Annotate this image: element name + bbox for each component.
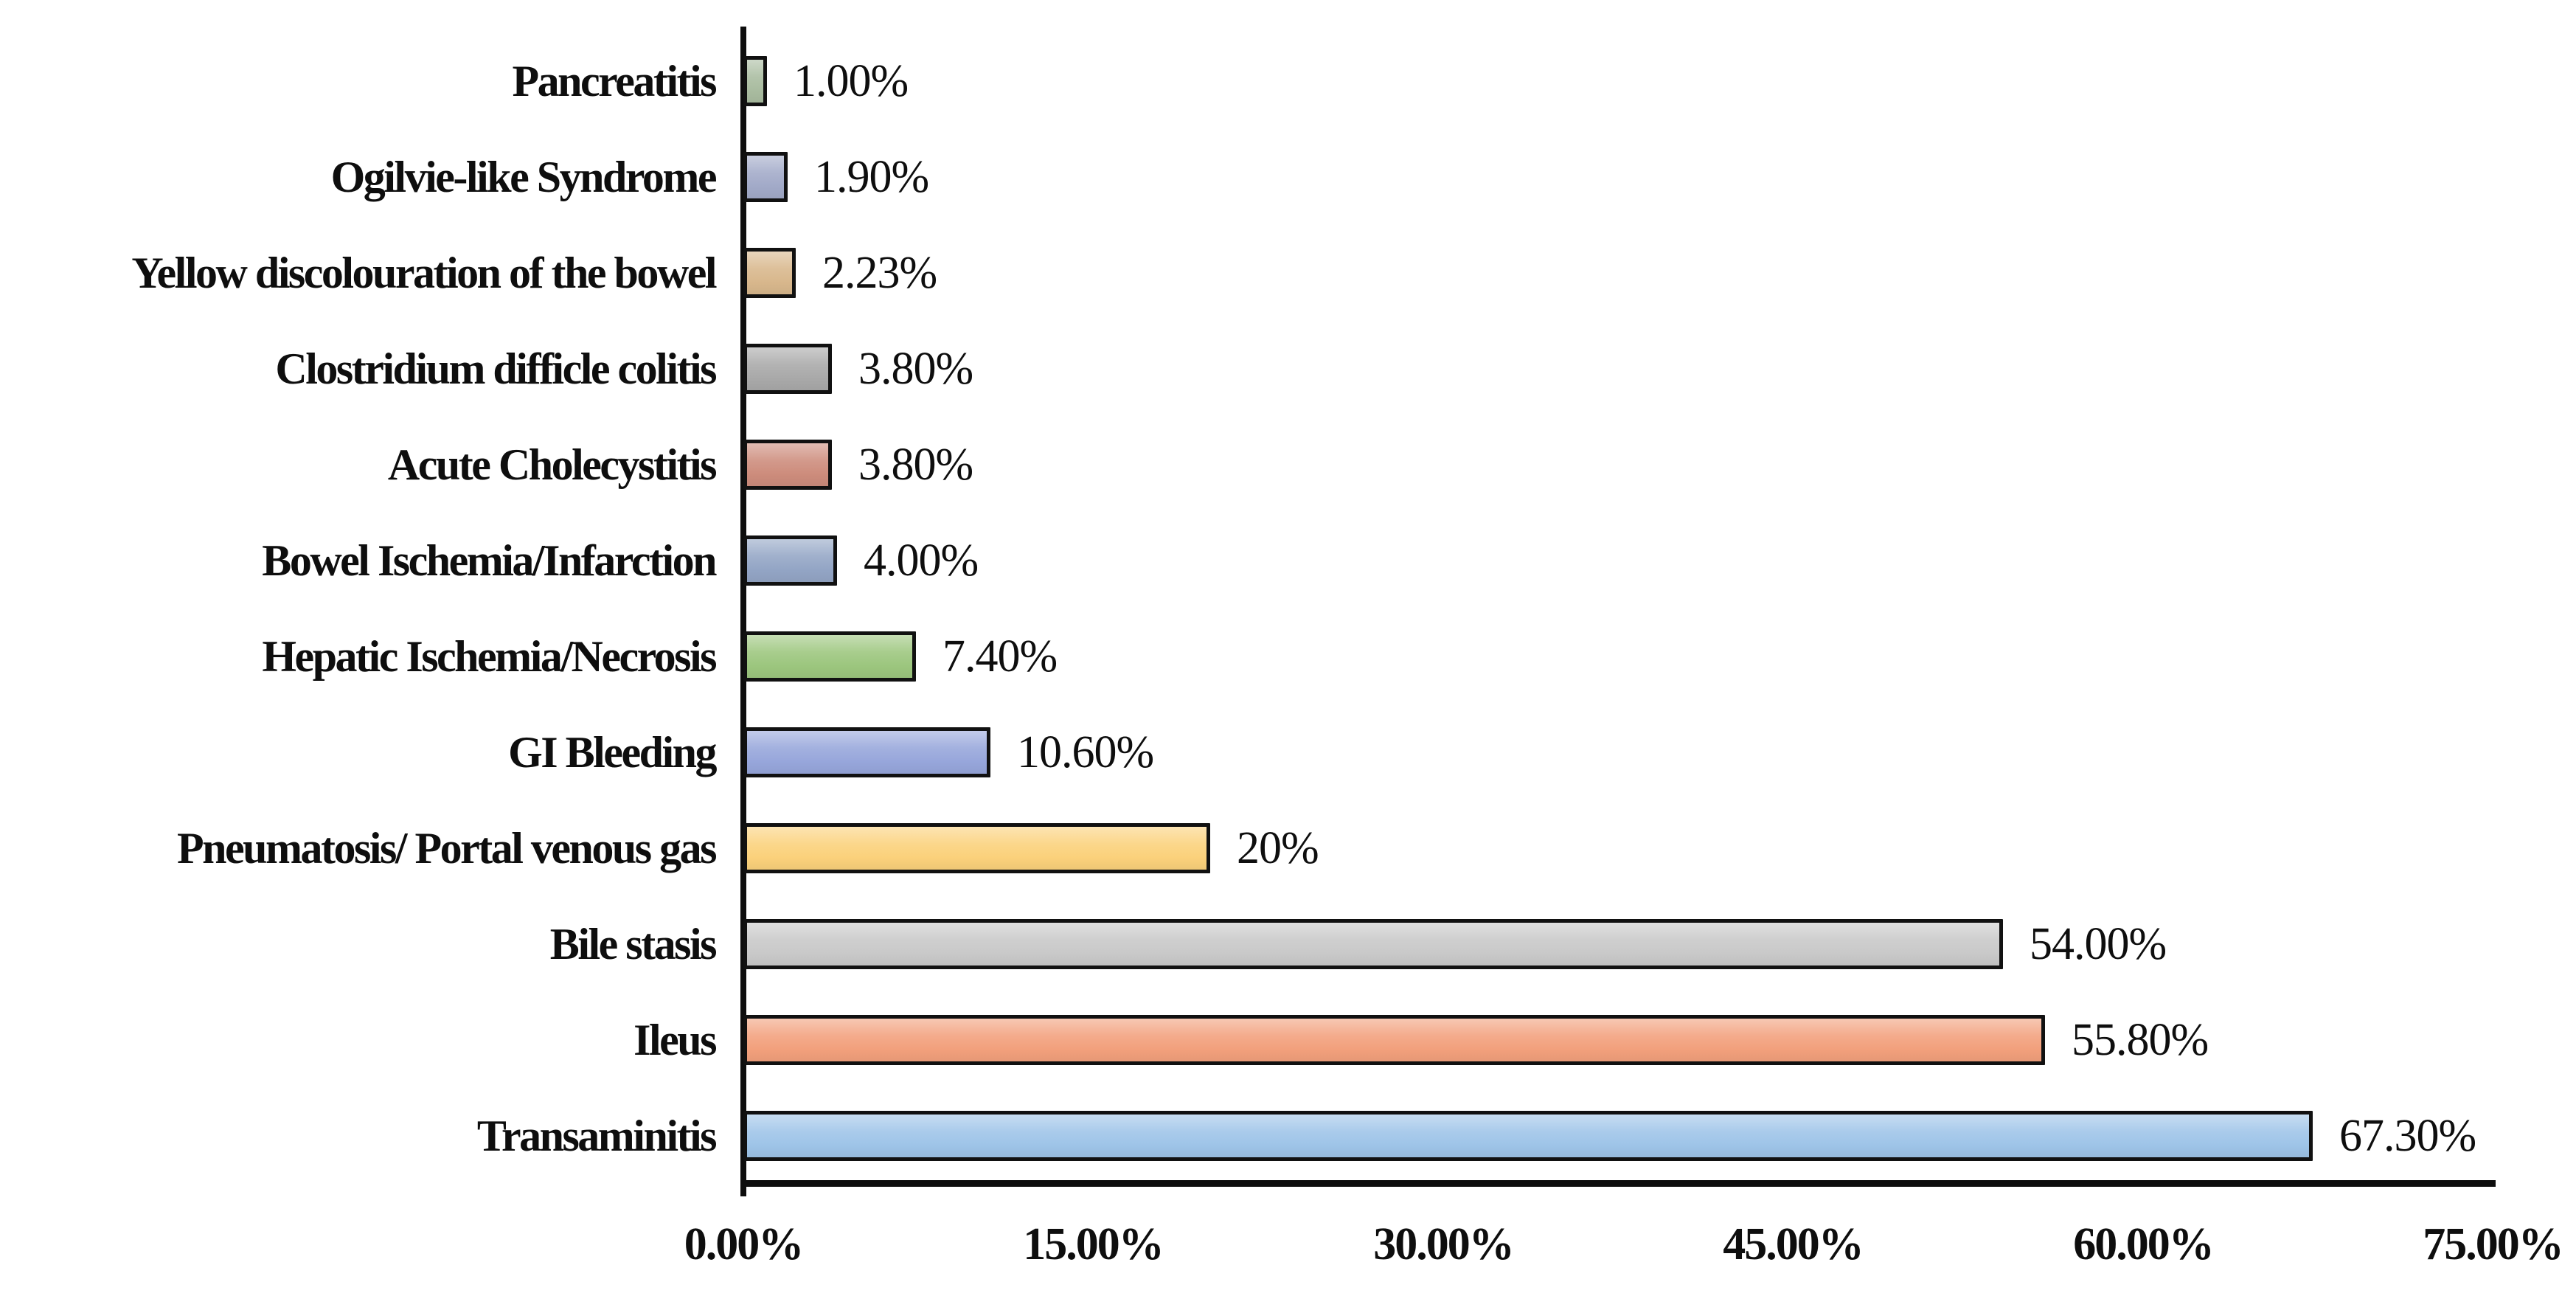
- value-label: 2.23%: [822, 247, 937, 298]
- bar: [743, 631, 916, 682]
- value-label: 3.80%: [858, 439, 973, 490]
- bar-row: Clostridium difficle colitis 3.80%: [0, 321, 2576, 417]
- category-label: Ogilvie-like Syndrome: [330, 152, 718, 201]
- category-label: Yellow discolouration of the bowel: [131, 248, 717, 297]
- bar: [743, 1111, 2313, 1161]
- bar-row: Bowel Ischemia/Infarction 4.00%: [0, 513, 2576, 609]
- category-label: Acute Cholecystitis: [387, 440, 718, 489]
- bar-row: Acute Cholecystitis 3.80%: [0, 417, 2576, 513]
- bar-row: Hepatic Ischemia/Necrosis 7.40%: [0, 609, 2576, 704]
- category-label: Ileus: [633, 1015, 717, 1064]
- value-label: 1.90%: [814, 151, 929, 202]
- x-tick-label: 45.00%: [1723, 1219, 1864, 1269]
- bar-row: Transaminitis 67.30%: [0, 1088, 2576, 1184]
- bar-row: Yellow discolouration of the bowel 2.23%: [0, 225, 2576, 321]
- bar: [743, 823, 1210, 873]
- category-label: Clostridium difficle colitis: [275, 344, 717, 393]
- value-label: 1.00%: [794, 55, 909, 106]
- bar-row: Ogilvie-like Syndrome 1.90%: [0, 129, 2576, 225]
- bar: [743, 727, 990, 777]
- x-tick-label: 0.00%: [684, 1219, 805, 1269]
- category-label: Bile stasis: [549, 919, 718, 968]
- bar: [743, 344, 832, 394]
- bar: [743, 535, 837, 586]
- bar: [743, 56, 767, 106]
- category-label: Pancreatitis: [512, 56, 718, 105]
- value-label: 54.00%: [2030, 918, 2167, 969]
- category-label: Hepatic Ischemia/Necrosis: [262, 631, 717, 681]
- value-label: 4.00%: [864, 535, 979, 586]
- x-axis-tick-labels: 0.00% 15.00% 30.00% 45.00% 60.00% 75.00%: [0, 1219, 2576, 1285]
- bar: [743, 440, 832, 490]
- value-label: 7.40%: [942, 631, 1058, 682]
- bar-row: GI Bleeding 10.60%: [0, 704, 2576, 800]
- x-tick-label: 60.00%: [2073, 1219, 2215, 1269]
- bar: [743, 919, 2003, 969]
- category-label: Transaminitis: [476, 1111, 718, 1160]
- value-label: 67.30%: [2339, 1110, 2476, 1161]
- bar: [743, 1015, 2045, 1065]
- x-tick-label: 75.00%: [2423, 1219, 2564, 1269]
- category-label: GI Bleeding: [508, 727, 717, 777]
- bar-row: Bile stasis 54.00%: [0, 896, 2576, 992]
- x-tick-label: 30.00%: [1373, 1219, 1515, 1269]
- value-label: 55.80%: [2072, 1014, 2209, 1065]
- y-axis-line: [740, 27, 746, 1196]
- category-label: Bowel Ischemia/Infarction: [262, 535, 717, 585]
- x-axis-line: [740, 1180, 2496, 1187]
- bar-row: Pancreatitis 1.00%: [0, 33, 2576, 129]
- bar: [743, 152, 788, 202]
- value-label: 20%: [1237, 822, 1319, 873]
- bar-row: Ileus 55.80%: [0, 992, 2576, 1088]
- bar: [743, 248, 796, 298]
- x-tick-label: 15.00%: [1023, 1219, 1164, 1269]
- category-label: Pneumatosis/ Portal venous gas: [176, 823, 718, 873]
- bar-row: Pneumatosis/ Portal venous gas 20%: [0, 800, 2576, 896]
- value-label: 3.80%: [858, 343, 973, 394]
- plot-area: Pancreatitis 1.00% Ogilvie-like Syndrome…: [0, 33, 2576, 1184]
- value-label: 10.60%: [1017, 727, 1154, 777]
